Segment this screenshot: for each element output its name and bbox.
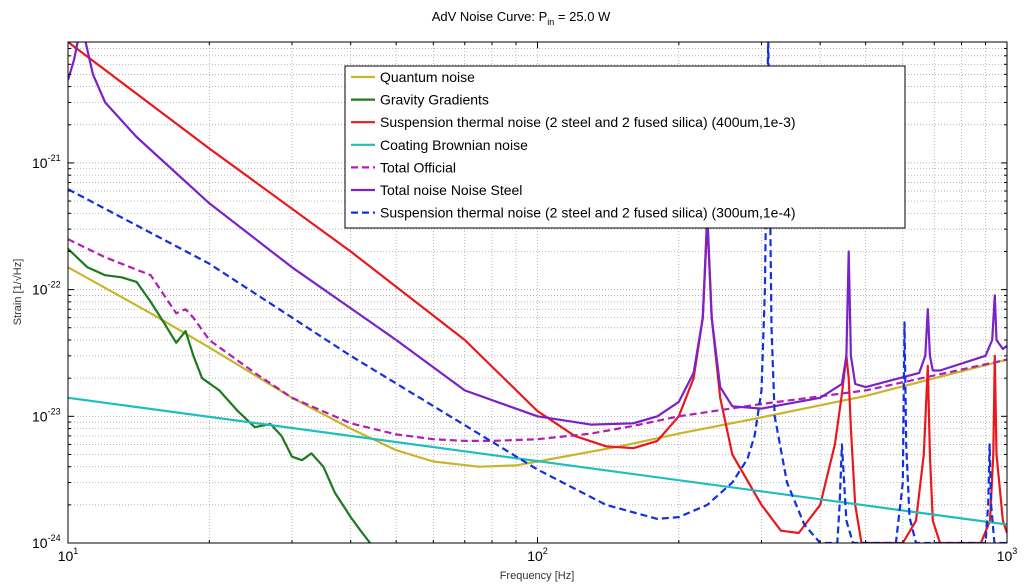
series-line-6 xyxy=(68,42,1007,426)
series-line-7 xyxy=(68,42,1007,543)
y-axis-label: Strain [1/√Hz] xyxy=(12,259,24,326)
y-tick-label-exp: -24 xyxy=(48,533,61,543)
legend: Quantum noise Gravity Gradients Suspension… xyxy=(344,65,906,229)
series-line-2 xyxy=(68,248,371,543)
legend-label: Suspension thermal noise (2 steel and 2 … xyxy=(380,205,796,221)
legend-box xyxy=(344,65,906,229)
series-line-1 xyxy=(68,266,1007,468)
y-tick-label-base: 10 xyxy=(32,408,48,424)
x-tick-label-exp: 2 xyxy=(543,546,548,556)
legend-label: Quantum noise xyxy=(380,69,475,85)
x-axis-label: Frequency [Hz] xyxy=(500,570,575,582)
y-tick-label-exp: -21 xyxy=(48,153,61,163)
y-tick-label: 10-24 xyxy=(32,533,61,551)
chart-title: AdV Noise Curve: Pin = 25.0 W xyxy=(432,9,611,27)
x-tick-label-base: 10 xyxy=(58,548,74,564)
y-tick-label-base: 10 xyxy=(32,155,48,171)
x-tick-label-exp: 1 xyxy=(73,546,78,556)
legend-label: Coating Brownian noise xyxy=(380,137,528,153)
x-tick-label-exp: 3 xyxy=(1012,546,1017,556)
x-tick-label-base: 10 xyxy=(997,548,1013,564)
y-tick-label-exp: -23 xyxy=(48,406,61,416)
y-tick-label: 10-23 xyxy=(32,406,61,424)
axis-ticks xyxy=(67,41,1008,544)
y-tick-label: 10-21 xyxy=(32,153,61,171)
x-tick-label: 103 xyxy=(997,546,1018,564)
y-tick-label-base: 10 xyxy=(32,282,48,298)
x-tick-label: 102 xyxy=(527,546,548,564)
legend-label: Total noise Noise Steel xyxy=(380,182,522,198)
legend-label: Gravity Gradients xyxy=(380,92,489,108)
x-tick-label-base: 10 xyxy=(527,548,543,564)
legend-label: Total Official xyxy=(380,159,456,175)
y-tick-label-base: 10 xyxy=(32,535,48,551)
legend-label: Suspension thermal noise (2 steel and 2 … xyxy=(380,114,796,130)
series-line-4 xyxy=(68,396,1007,526)
x-tick-label: 101 xyxy=(58,546,79,564)
y-tick-label: 10-22 xyxy=(32,280,61,298)
y-tick-label-exp: -22 xyxy=(48,280,61,290)
series-line-5 xyxy=(68,238,1007,442)
